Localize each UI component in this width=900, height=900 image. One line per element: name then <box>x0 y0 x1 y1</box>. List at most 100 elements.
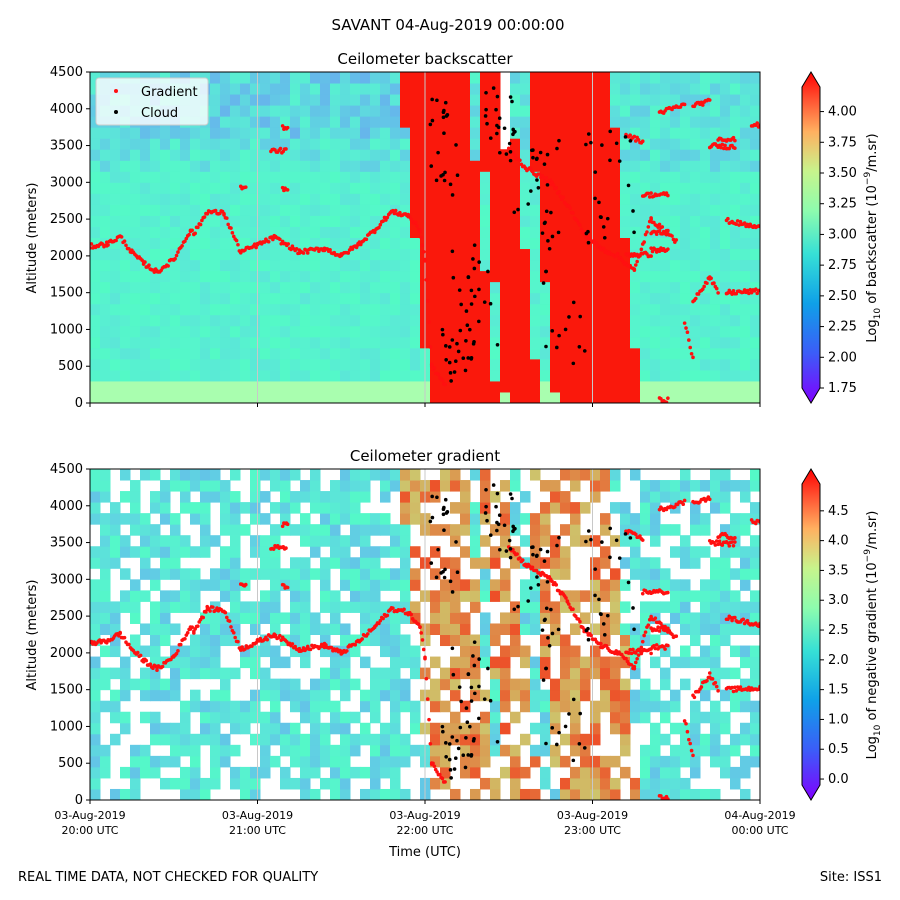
heatmap-cell <box>520 656 531 669</box>
gradient-marker <box>278 146 283 151</box>
heatmap-cell <box>300 171 311 183</box>
heatmap-cell <box>640 171 651 183</box>
cloud-marker <box>601 225 606 229</box>
heatmap-cell <box>690 513 701 525</box>
heatmap-cell <box>560 149 571 161</box>
heatmap-cell <box>140 325 151 338</box>
heatmap-cell <box>540 116 551 128</box>
heatmap-cell <box>620 171 631 183</box>
gradient-marker <box>615 253 620 257</box>
heatmap-cell <box>520 612 531 624</box>
heatmap-cell <box>710 105 721 117</box>
heatmap-cell <box>740 314 751 327</box>
heatmap-cell <box>690 83 701 95</box>
gradient-marker <box>537 172 542 176</box>
heatmap-cell <box>730 358 741 371</box>
heatmap-cell <box>410 226 421 238</box>
heatmap-cell <box>160 226 171 238</box>
heatmap-cell <box>720 369 731 382</box>
heatmap-cell <box>720 248 731 261</box>
heatmap-cell <box>240 369 251 382</box>
heatmap-cell <box>270 347 281 360</box>
heatmap-cell <box>510 160 521 172</box>
gradient-marker <box>286 242 291 246</box>
heatmap-cell <box>560 226 571 238</box>
heatmap-cell <box>140 623 151 635</box>
heatmap-cell <box>140 237 151 250</box>
heatmap-cell <box>660 127 671 139</box>
heatmap-cell <box>480 513 491 525</box>
heatmap-cell <box>330 601 341 613</box>
heatmap-cell <box>290 237 301 250</box>
heatmap-cell <box>380 513 391 525</box>
heatmap-cell <box>210 171 221 183</box>
heatmap-cell <box>390 182 401 194</box>
gradient-marker <box>712 281 716 285</box>
heatmap-cell <box>120 656 131 669</box>
heatmap-cell <box>190 347 201 360</box>
heatmap-cell <box>560 369 571 382</box>
heatmap-cell <box>390 469 401 481</box>
heatmap-cell <box>270 259 281 272</box>
cloud-marker <box>430 494 434 499</box>
heatmap-cell <box>590 645 601 658</box>
heatmap-cell <box>690 380 701 393</box>
heatmap-cell <box>730 601 741 613</box>
heatmap-cell <box>340 325 351 338</box>
gradient-marker <box>178 642 183 647</box>
heatmap-cell <box>440 777 451 790</box>
heatmap-cell <box>120 237 131 250</box>
heatmap-cell <box>360 204 371 216</box>
gradient-marker <box>756 624 760 629</box>
heatmap-cell <box>460 513 471 525</box>
heatmap-cell <box>570 314 581 327</box>
heatmap-cell <box>330 83 341 95</box>
heatmap-cell <box>490 656 501 669</box>
heatmap-cell <box>590 788 601 800</box>
heatmap-cell <box>550 281 561 294</box>
heatmap-cell <box>540 193 551 205</box>
heatmap-cell <box>300 755 311 768</box>
heatmap-cell <box>440 94 451 106</box>
heatmap-cell <box>410 204 421 216</box>
heatmap-cell <box>650 744 661 757</box>
heatmap-cell <box>660 193 671 205</box>
heatmap-cell <box>260 116 271 128</box>
heatmap-cell <box>200 612 211 624</box>
heatmap-cell <box>750 623 760 635</box>
heatmap-cell <box>350 524 361 536</box>
heatmap-cell <box>350 303 361 316</box>
heatmap-cell <box>340 777 351 790</box>
heatmap-cell <box>580 612 591 624</box>
heatmap-cell <box>270 480 281 492</box>
heatmap-cell <box>210 601 221 613</box>
cloud-marker <box>542 162 547 166</box>
heatmap-cell <box>410 391 421 403</box>
gradient-marker <box>639 247 644 252</box>
heatmap-cell <box>260 391 271 403</box>
cloud-marker <box>494 504 498 509</box>
heatmap-cell <box>720 171 731 183</box>
colorbar-tick-label: 2.50 <box>828 289 857 304</box>
heatmap-cell <box>750 568 760 580</box>
heatmap-cell <box>530 193 541 205</box>
gradient-marker <box>425 697 430 701</box>
heatmap-cell <box>430 755 441 768</box>
heatmap-cell <box>710 303 721 316</box>
heatmap-cell <box>250 259 261 272</box>
heatmap-cell <box>540 656 551 669</box>
heatmap-cell <box>580 590 591 602</box>
heatmap-cell <box>100 568 111 580</box>
heatmap-cell <box>310 116 321 128</box>
heatmap-cell <box>620 105 631 117</box>
cloud-marker <box>457 288 462 292</box>
heatmap-cell <box>90 72 101 84</box>
gradient-panel: Ceilometer gradient 05001000150020002500… <box>25 447 883 860</box>
heatmap-cell <box>500 347 511 360</box>
cloud-marker <box>584 142 588 147</box>
heatmap-cell <box>190 634 201 647</box>
heatmap-cell <box>700 689 711 702</box>
heatmap-cell <box>390 524 401 536</box>
heatmap-cell <box>270 127 281 139</box>
cloud-marker <box>464 338 468 343</box>
